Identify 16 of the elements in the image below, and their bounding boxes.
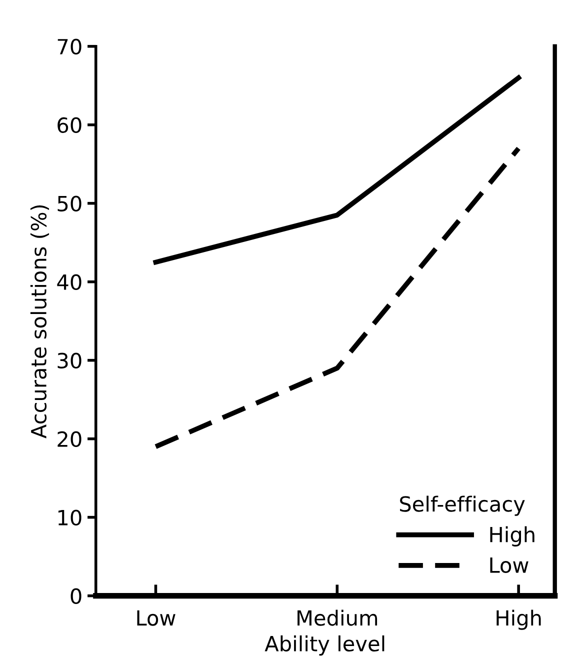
x-tick-label: High <box>496 610 541 630</box>
x-tick-label: Medium <box>298 610 378 626</box>
legend-label: High <box>490 526 534 546</box>
y-tick-label: 20 <box>58 431 82 448</box>
y-tick-label: 70 <box>58 38 82 55</box>
y-tick-label: 10 <box>58 510 82 526</box>
y-tick-label: 50 <box>58 196 82 212</box>
y-axis-title: Accurate solutions (%) <box>30 205 50 438</box>
x-tick-label: Low <box>137 610 176 626</box>
y-tick-label: 60 <box>58 117 82 134</box>
legend-label: Low <box>490 558 528 574</box>
y-tick-label: 40 <box>57 274 82 290</box>
x-axis-title: Ability level <box>264 635 384 656</box>
y-tick-label: 0 <box>70 588 82 604</box>
y-tick-label: 30 <box>58 352 82 369</box>
legend-title: Self-efficacy <box>400 496 525 516</box>
